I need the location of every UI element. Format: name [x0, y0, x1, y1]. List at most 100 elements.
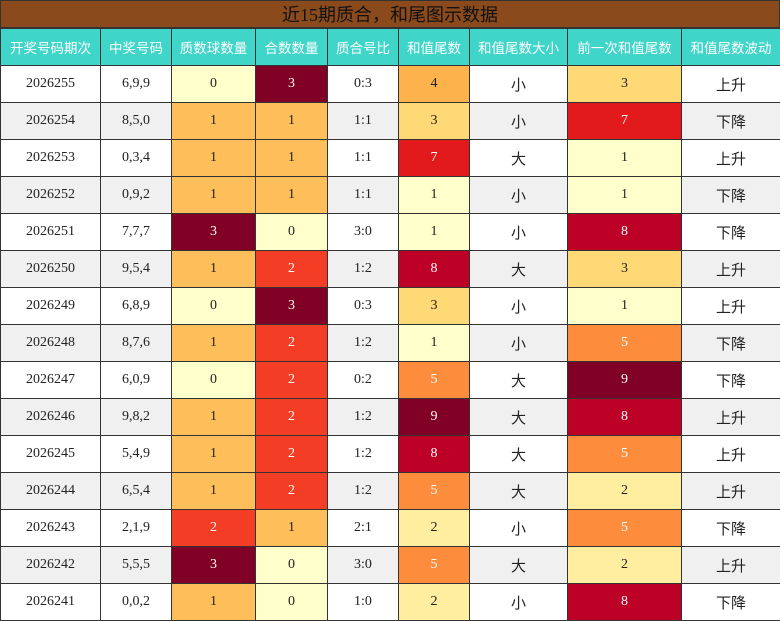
heat-cell: 1: [256, 103, 328, 140]
heat-cell: 1: [172, 140, 256, 177]
header-row: 开奖号码期次中奖号码质数球数量合数数量质合号比和值尾数和值尾数大小前一次和值尾数…: [1, 29, 780, 66]
table-cell: 5,5,5: [101, 547, 172, 584]
heat-cell: 2: [568, 473, 682, 510]
table-cell: 小: [470, 288, 568, 325]
table-cell: 下降: [682, 103, 780, 140]
heat-cell: 1: [172, 251, 256, 288]
heat-cell: 2: [256, 251, 328, 288]
heat-cell: 2: [256, 362, 328, 399]
heat-cell: 3: [256, 66, 328, 103]
heat-cell: 4: [399, 66, 470, 103]
table-cell: 2026253: [1, 140, 101, 177]
heat-cell: 1: [399, 177, 470, 214]
heat-cell: 5: [399, 362, 470, 399]
heat-cell: 3: [172, 547, 256, 584]
heat-cell: 3: [172, 214, 256, 251]
heat-cell: 0: [172, 288, 256, 325]
column-header: 前一次和值尾数: [568, 29, 682, 66]
heat-cell: 1: [568, 140, 682, 177]
table-cell: 6,9,9: [101, 66, 172, 103]
table-cell: 1:1: [328, 103, 399, 140]
table-cell: 小: [470, 214, 568, 251]
heat-cell: 2: [568, 547, 682, 584]
heat-cell: 3: [568, 251, 682, 288]
table-cell: 大: [470, 547, 568, 584]
table-cell: 上升: [682, 436, 780, 473]
heat-cell: 7: [399, 140, 470, 177]
heat-cell: 2: [256, 399, 328, 436]
heat-cell: 3: [256, 288, 328, 325]
heat-cell: 1: [568, 177, 682, 214]
heat-cell: 8: [568, 214, 682, 251]
table-cell: 6,5,4: [101, 473, 172, 510]
table-cell: 小: [470, 510, 568, 547]
column-header: 合数数量: [256, 29, 328, 66]
heat-cell: 1: [399, 325, 470, 362]
heat-cell: 5: [568, 510, 682, 547]
table-cell: 0,9,2: [101, 177, 172, 214]
table-cell: 上升: [682, 140, 780, 177]
heat-cell: 0: [256, 214, 328, 251]
heat-cell: 3: [399, 288, 470, 325]
table-cell: 2026246: [1, 399, 101, 436]
table-cell: 2026252: [1, 177, 101, 214]
table-cell: 2:1: [328, 510, 399, 547]
table-cell: 0:3: [328, 288, 399, 325]
column-header: 中奖号码: [101, 29, 172, 66]
column-header: 和值尾数: [399, 29, 470, 66]
heat-cell: 5: [568, 436, 682, 473]
table-cell: 大: [470, 473, 568, 510]
heat-cell: 2: [256, 325, 328, 362]
heat-cell: 1: [172, 103, 256, 140]
heat-cell: 2: [399, 510, 470, 547]
table-cell: 2026243: [1, 510, 101, 547]
table-cell: 1:1: [328, 140, 399, 177]
table-cell: 0,3,4: [101, 140, 172, 177]
table-cell: 2026248: [1, 325, 101, 362]
table-cell: 9,8,2: [101, 399, 172, 436]
heat-cell: 2: [399, 584, 470, 621]
heat-cell: 5: [399, 473, 470, 510]
heat-cell: 0: [256, 547, 328, 584]
table-cell: 大: [470, 140, 568, 177]
heat-cell: 1: [568, 288, 682, 325]
column-header: 和值尾数大小: [470, 29, 568, 66]
table-cell: 0:2: [328, 362, 399, 399]
table-cell: 大: [470, 399, 568, 436]
title: 近15期质合，和尾图示数据: [0, 0, 780, 28]
table-cell: 9,5,4: [101, 251, 172, 288]
table-cell: 下降: [682, 325, 780, 362]
table-cell: 上升: [682, 66, 780, 103]
heat-cell: 0: [172, 362, 256, 399]
table-cell: 2026249: [1, 288, 101, 325]
column-header: 质合号比: [328, 29, 399, 66]
table-cell: 1:2: [328, 436, 399, 473]
heat-cell: 2: [172, 510, 256, 547]
table-cell: 下降: [682, 214, 780, 251]
table-cell: 2026251: [1, 214, 101, 251]
table-cell: 下降: [682, 177, 780, 214]
data-table: 开奖号码期次中奖号码质数球数量合数数量质合号比和值尾数和值尾数大小前一次和值尾数…: [0, 28, 780, 621]
table-cell: 0,0,2: [101, 584, 172, 621]
table-cell: 小: [470, 584, 568, 621]
table-cell: 大: [470, 436, 568, 473]
table-cell: 上升: [682, 251, 780, 288]
table-cell: 2026242: [1, 547, 101, 584]
table-cell: 2,1,9: [101, 510, 172, 547]
table-cell: 小: [470, 66, 568, 103]
heat-cell: 3: [568, 66, 682, 103]
table-cell: 2026255: [1, 66, 101, 103]
table-cell: 上升: [682, 547, 780, 584]
heat-cell: 8: [399, 251, 470, 288]
table-cell: 上升: [682, 288, 780, 325]
heat-cell: 1: [172, 177, 256, 214]
